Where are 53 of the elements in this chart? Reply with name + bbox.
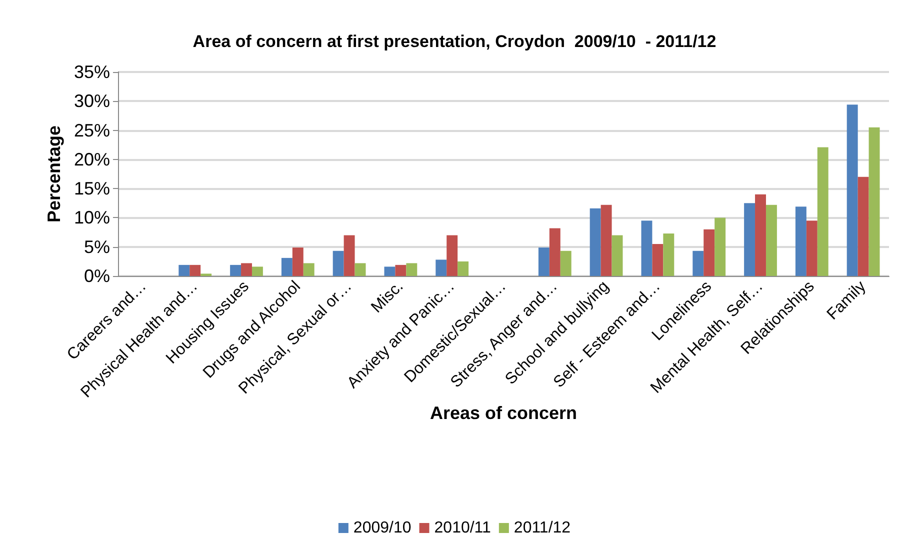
- bar: [806, 220, 818, 276]
- x-tick-label: Misc.: [368, 278, 407, 316]
- bar: [795, 206, 806, 276]
- bar: [846, 104, 858, 276]
- bar: [332, 250, 344, 276]
- bar: [766, 204, 777, 276]
- bar: [436, 260, 447, 276]
- bar: [344, 235, 355, 276]
- bar: [560, 250, 572, 276]
- bar: [663, 233, 674, 276]
- x-axis-title: Areas of concern: [430, 402, 578, 423]
- bar: [406, 263, 418, 276]
- bar: [549, 228, 560, 276]
- bar: [744, 203, 756, 276]
- bar: [178, 264, 190, 276]
- bar: [612, 235, 623, 276]
- chart-title: Area of concern at first presentation, Croydon 2009/10 - 2011/12: [192, 32, 716, 51]
- bar: [755, 194, 766, 276]
- bar: [241, 263, 252, 276]
- bar: [446, 235, 458, 276]
- bar: [384, 266, 396, 276]
- bar: [652, 244, 664, 276]
- bar: [600, 204, 612, 276]
- bar: [190, 264, 201, 276]
- y-tick-label: 15%: [74, 178, 110, 199]
- bar: [538, 247, 550, 276]
- bar: [704, 229, 715, 276]
- y-axis-title: Percentage: [44, 125, 64, 223]
- y-tick-label: 10%: [74, 208, 110, 228]
- bar: [252, 266, 263, 276]
- bar: [230, 264, 242, 276]
- bar: [395, 264, 406, 276]
- bar: [714, 218, 726, 276]
- y-tick-label: 35%: [74, 62, 110, 82]
- bar: [868, 127, 880, 276]
- y-tick-label: 5%: [84, 236, 110, 257]
- legend-label: 2010/11: [434, 520, 492, 536]
- legend-label: 2009/10: [353, 520, 412, 536]
- y-tick-label: 0%: [84, 266, 110, 286]
- bar: [692, 250, 704, 276]
- bar: [281, 258, 292, 276]
- y-tick-label: 20%: [74, 149, 110, 170]
- bar: [303, 263, 314, 276]
- bar: [641, 220, 652, 276]
- bar: [858, 176, 869, 276]
- bar: [590, 208, 601, 276]
- y-tick-label: 25%: [74, 120, 110, 140]
- bar: [458, 261, 469, 276]
- legend-label: 2011/12: [514, 520, 571, 536]
- bar: [817, 147, 828, 276]
- bar: [354, 263, 366, 276]
- y-tick-label: 30%: [74, 91, 110, 112]
- bar: [292, 247, 304, 276]
